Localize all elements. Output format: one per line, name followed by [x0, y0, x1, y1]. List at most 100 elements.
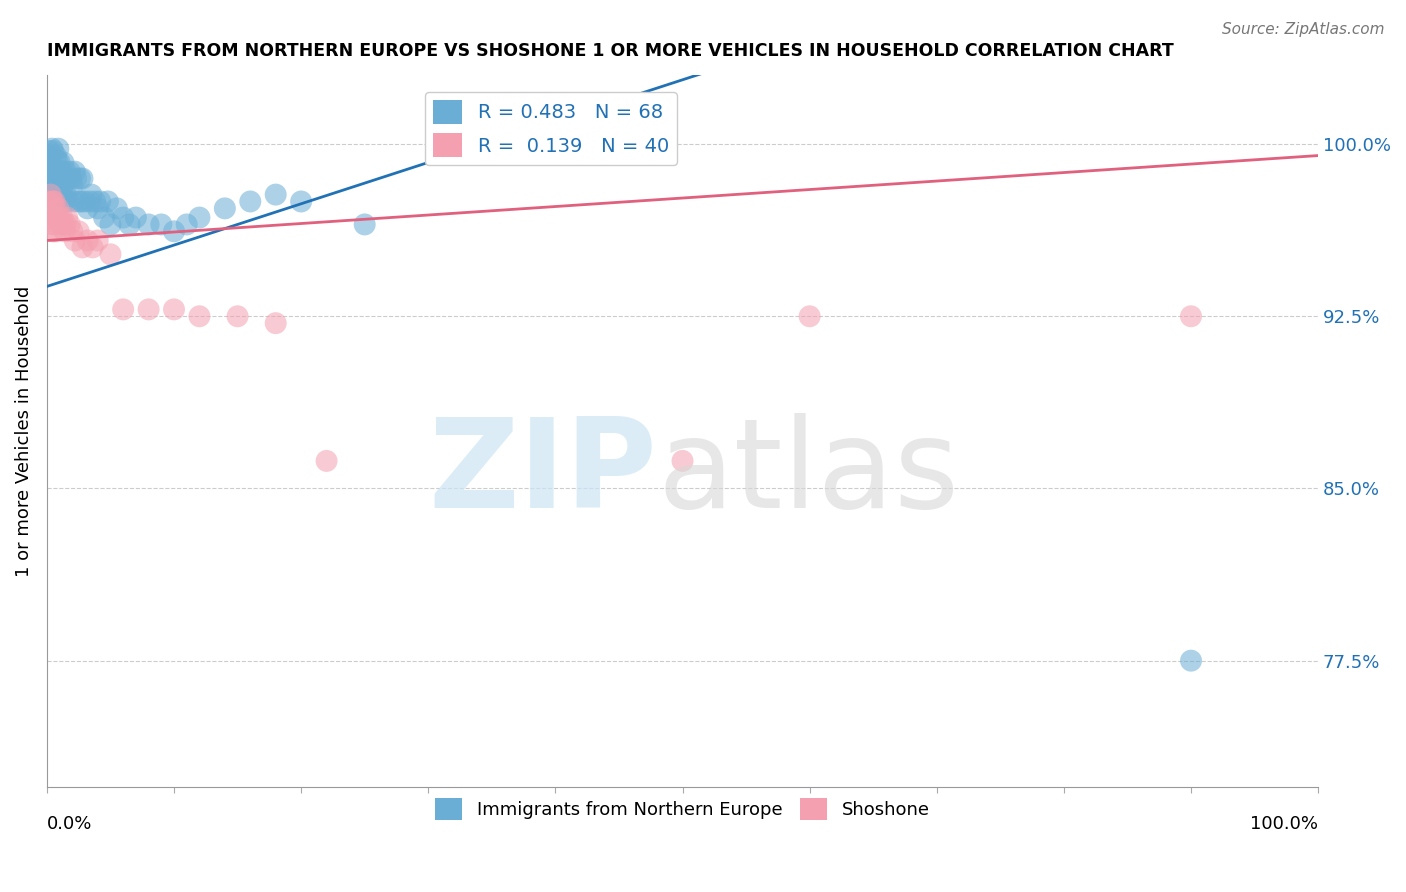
- Point: [100, 218, 122, 232]
- Point: [52, 178, 75, 193]
- Text: IMMIGRANTS FROM NORTHERN EUROPE VS SHOSHONE 1 OR MORE VEHICLES IN HOUSEHOLD CORR: IMMIGRANTS FROM NORTHERN EUROPE VS SHOSH…: [46, 42, 1174, 60]
- Point: [39, 187, 62, 202]
- Point: [93, 211, 115, 225]
- Point: [39, 171, 62, 186]
- Text: 0.0%: 0.0%: [46, 815, 93, 833]
- Text: atlas: atlas: [657, 413, 959, 534]
- Point: [138, 302, 160, 317]
- Point: [58, 194, 80, 209]
- Point: [118, 218, 141, 232]
- Point: [72, 171, 94, 186]
- Point: [37, 164, 59, 178]
- Point: [45, 148, 67, 162]
- Point: [84, 194, 107, 209]
- Point: [48, 211, 70, 225]
- Point: [63, 164, 86, 178]
- Point: [52, 155, 75, 169]
- Point: [150, 218, 173, 232]
- Point: [67, 194, 90, 209]
- Point: [52, 218, 75, 232]
- Point: [60, 224, 83, 238]
- Point: [214, 202, 236, 216]
- Point: [55, 187, 77, 202]
- Point: [315, 454, 337, 468]
- Point: [1180, 310, 1202, 324]
- Point: [112, 211, 135, 225]
- Legend: Immigrants from Northern Europe, Shoshone: Immigrants from Northern Europe, Shoshon…: [427, 791, 938, 828]
- Point: [63, 234, 86, 248]
- Point: [60, 178, 83, 193]
- Point: [60, 171, 83, 186]
- Point: [38, 176, 60, 190]
- Point: [176, 218, 198, 232]
- Point: [42, 160, 65, 174]
- Point: [49, 187, 72, 202]
- Point: [264, 187, 287, 202]
- Point: [65, 171, 87, 186]
- Point: [44, 194, 66, 209]
- Point: [76, 202, 98, 216]
- Point: [125, 211, 148, 225]
- Point: [39, 148, 62, 162]
- Point: [38, 144, 60, 158]
- Point: [39, 211, 62, 225]
- Point: [45, 202, 67, 216]
- Point: [89, 194, 111, 209]
- Text: ZIP: ZIP: [429, 413, 657, 534]
- Point: [82, 240, 104, 254]
- Point: [46, 202, 69, 216]
- Point: [46, 142, 69, 156]
- Point: [45, 224, 67, 238]
- Point: [48, 178, 70, 193]
- Point: [79, 194, 101, 209]
- Point: [42, 224, 65, 238]
- Point: [55, 164, 77, 178]
- Point: [45, 171, 67, 186]
- Y-axis label: 1 or more Vehicles in Household: 1 or more Vehicles in Household: [15, 285, 32, 577]
- Point: [1180, 654, 1202, 668]
- Point: [41, 187, 63, 202]
- Point: [80, 187, 103, 202]
- Point: [72, 240, 94, 254]
- Point: [48, 155, 70, 169]
- Point: [37, 194, 59, 209]
- Point: [46, 164, 69, 178]
- Point: [51, 211, 73, 225]
- Point: [239, 194, 262, 209]
- Point: [188, 310, 211, 324]
- Point: [671, 454, 693, 468]
- Point: [73, 194, 96, 209]
- Point: [59, 218, 82, 232]
- Point: [105, 202, 128, 216]
- Point: [46, 153, 69, 168]
- Point: [38, 206, 60, 220]
- Point: [163, 224, 186, 238]
- Point: [55, 218, 77, 232]
- Point: [87, 202, 110, 216]
- Point: [112, 302, 135, 317]
- Point: [44, 218, 66, 232]
- Point: [97, 194, 120, 209]
- Point: [41, 218, 63, 232]
- Point: [46, 178, 69, 193]
- Point: [87, 234, 110, 248]
- Point: [46, 211, 69, 225]
- Point: [51, 187, 73, 202]
- Point: [42, 178, 65, 193]
- Point: [59, 164, 82, 178]
- Point: [290, 194, 312, 209]
- Point: [53, 194, 76, 209]
- Point: [264, 316, 287, 330]
- Point: [49, 218, 72, 232]
- Point: [76, 234, 98, 248]
- Point: [39, 194, 62, 209]
- Point: [226, 310, 249, 324]
- Point: [69, 171, 91, 186]
- Point: [70, 194, 93, 209]
- Text: Source: ZipAtlas.com: Source: ZipAtlas.com: [1222, 22, 1385, 37]
- Point: [44, 164, 66, 178]
- Point: [42, 194, 65, 209]
- Point: [138, 218, 160, 232]
- Point: [56, 211, 79, 225]
- Point: [41, 142, 63, 156]
